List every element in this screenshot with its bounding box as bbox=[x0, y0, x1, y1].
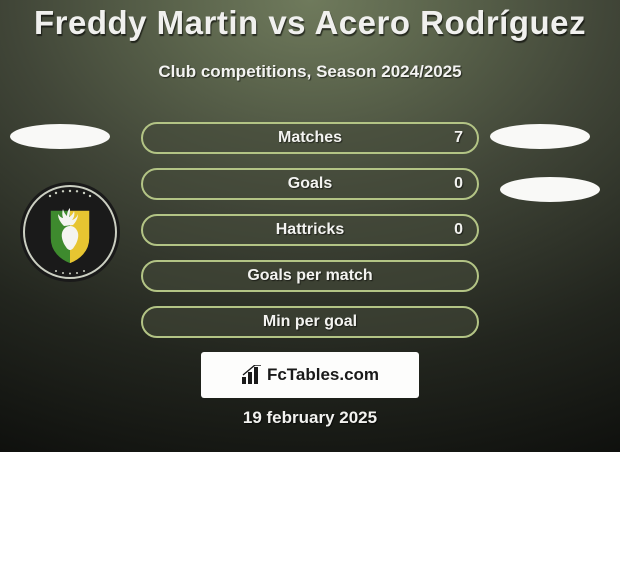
player-right-ellipse-1 bbox=[490, 124, 590, 149]
metric-hattricks-label: Hattricks bbox=[143, 221, 477, 239]
bottom-blank-area bbox=[0, 452, 620, 580]
metric-matches-label: Matches bbox=[143, 129, 477, 147]
date-text: 19 february 2025 bbox=[0, 408, 620, 428]
metric-matches-right: 7 bbox=[454, 124, 463, 152]
venados-fc-badge bbox=[20, 182, 120, 282]
fctables-text: FcTables.com bbox=[267, 365, 379, 385]
metric-mpg-label: Min per goal bbox=[143, 313, 477, 331]
fctables-logo-card: FcTables.com bbox=[201, 352, 419, 398]
bars-icon bbox=[241, 365, 263, 385]
page-title: Freddy Martin vs Acero Rodríguez bbox=[0, 4, 620, 42]
metric-goals-label: Goals bbox=[143, 175, 477, 193]
player-left-avatar bbox=[10, 124, 110, 149]
metric-goals: Goals 0 bbox=[141, 168, 479, 200]
player-right-ellipse-2 bbox=[500, 177, 600, 202]
metric-hattricks: Hattricks 0 bbox=[141, 214, 479, 246]
fctables-logo: FcTables.com bbox=[241, 365, 379, 385]
subtitle: Club competitions, Season 2024/2025 bbox=[0, 62, 620, 82]
metric-goals-right: 0 bbox=[454, 170, 463, 198]
metric-gpm-label: Goals per match bbox=[143, 267, 477, 285]
metric-min-per-goal: Min per goal bbox=[141, 306, 479, 338]
metric-matches: Matches 7 bbox=[141, 122, 479, 154]
metric-goals-per-match: Goals per match bbox=[141, 260, 479, 292]
metric-hattricks-right: 0 bbox=[454, 216, 463, 244]
